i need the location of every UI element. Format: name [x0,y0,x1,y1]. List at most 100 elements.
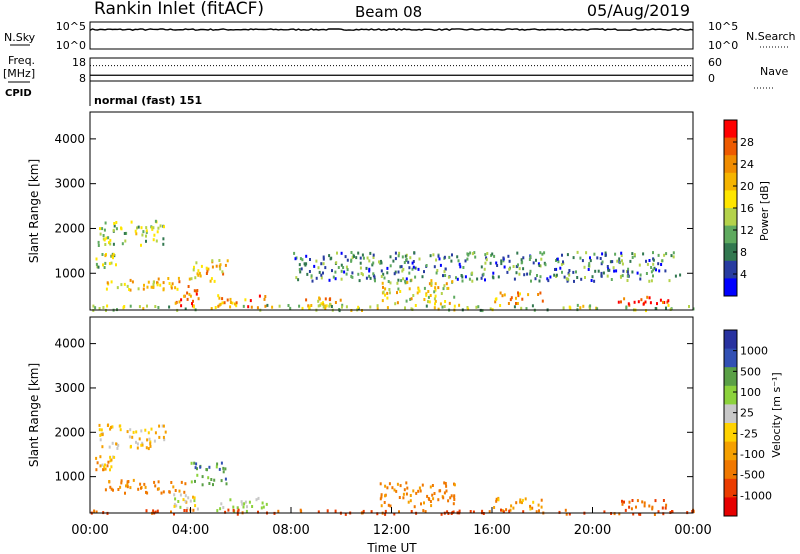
heatmap-cell [399,290,402,293]
heatmap-cell [452,510,455,514]
heatmap-cell [513,305,516,309]
heatmap-cell [631,499,634,502]
heatmap-cell [399,484,402,488]
heatmap-cell [639,277,642,281]
heatmap-cell [389,264,392,268]
heatmap-cell [146,285,149,289]
heatmap-cell [322,257,325,261]
heatmap-cell [505,508,508,512]
heatmap-cell [444,300,447,303]
heatmap-cell [628,505,631,509]
heatmap-cell [226,298,229,302]
heatmap-cell [145,229,148,233]
heatmap-cell [130,444,132,448]
y-tick-label: 4000 [54,337,85,351]
heatmap-cell [519,292,521,296]
power-colorbar: 28 24 20 16 12 8 4 [723,119,754,297]
heatmap-cell [248,500,251,504]
heatmap-cell [141,233,144,237]
heatmap-cell [328,298,331,301]
heatmap-cell [497,498,500,502]
heatmap-cell [566,253,569,257]
heatmap-cell [562,260,564,264]
heatmap-cell [492,271,495,275]
heatmap-cell [603,510,606,514]
y-tick-label: 2000 [54,425,85,439]
heatmap-cell [386,291,389,295]
heatmap-cell [529,504,532,508]
heatmap-cell [94,306,97,310]
heatmap-cell [672,255,675,259]
heatmap-cell [102,263,104,267]
heatmap-cell [538,264,541,267]
heatmap-cell [403,488,406,492]
heatmap-cell [525,307,528,311]
heatmap-cell [613,269,616,273]
heatmap-cell [198,271,201,275]
heatmap-cell [359,256,362,260]
heatmap-cell [100,428,103,432]
heatmap-cell [380,275,383,278]
colorbar-segment [724,190,737,209]
heatmap-cell [266,303,269,307]
heatmap-cell [415,491,418,495]
heatmap-cell [293,251,296,255]
heatmap-cell [430,279,433,283]
heatmap-cell [491,252,494,256]
heatmap-cell [157,480,160,484]
heatmap-cell [449,496,452,500]
heatmap-cell [122,306,125,310]
colorbar-segment [724,478,737,498]
heatmap-cell [380,269,383,273]
heatmap-cell [162,237,165,241]
heatmap-cell [145,230,148,234]
heatmap-cell [621,259,623,263]
heatmap-cell [210,478,213,481]
heatmap-cell [317,266,320,270]
heatmap-cell [430,283,433,287]
heatmap-cell [429,294,432,297]
heatmap-cell [457,259,460,263]
heatmap-cell [162,281,165,285]
heatmap-cell [423,298,426,301]
heatmap-cell [158,424,161,428]
heatmap-cell [194,276,197,280]
heatmap-cell [643,501,646,505]
heatmap-cell [196,507,199,511]
heatmap-cell [489,261,492,265]
heatmap-cell [101,253,104,256]
heatmap-cell [137,487,140,491]
heatmap-cell [366,256,369,260]
heatmap-cell [173,493,176,497]
heatmap-cell [659,298,662,302]
heatmap-cell [256,306,259,310]
heatmap-cell [119,428,122,432]
heatmap-cell [154,510,157,514]
heatmap-cell [614,252,617,256]
heatmap-cell [665,503,668,507]
heatmap-cell [380,495,383,499]
heatmap-cell [618,261,621,265]
heatmap-cell [501,509,504,513]
heatmap-cell [179,493,182,497]
heatmap-cell [103,266,106,269]
freq-tick-top: 18 [72,56,86,69]
heatmap-cell [644,300,647,304]
heatmap-cell [407,500,410,504]
heatmap-cell [187,496,190,500]
heatmap-cell [299,257,302,261]
heatmap-cell [200,264,203,268]
colorbar-tick-label: 8 [740,246,747,259]
heatmap-cell [509,508,512,512]
heatmap-cell [572,270,575,274]
heatmap-cell [145,234,147,238]
heatmap-cell [663,253,666,257]
heatmap-cell [583,265,586,269]
heatmap-cell [589,304,592,308]
heatmap-cell [384,484,387,488]
heatmap-cell [221,270,224,274]
heatmap-cell [440,512,443,516]
heatmap-cell [216,509,219,513]
heatmap-cell [182,498,185,502]
heatmap-cell [665,252,668,256]
